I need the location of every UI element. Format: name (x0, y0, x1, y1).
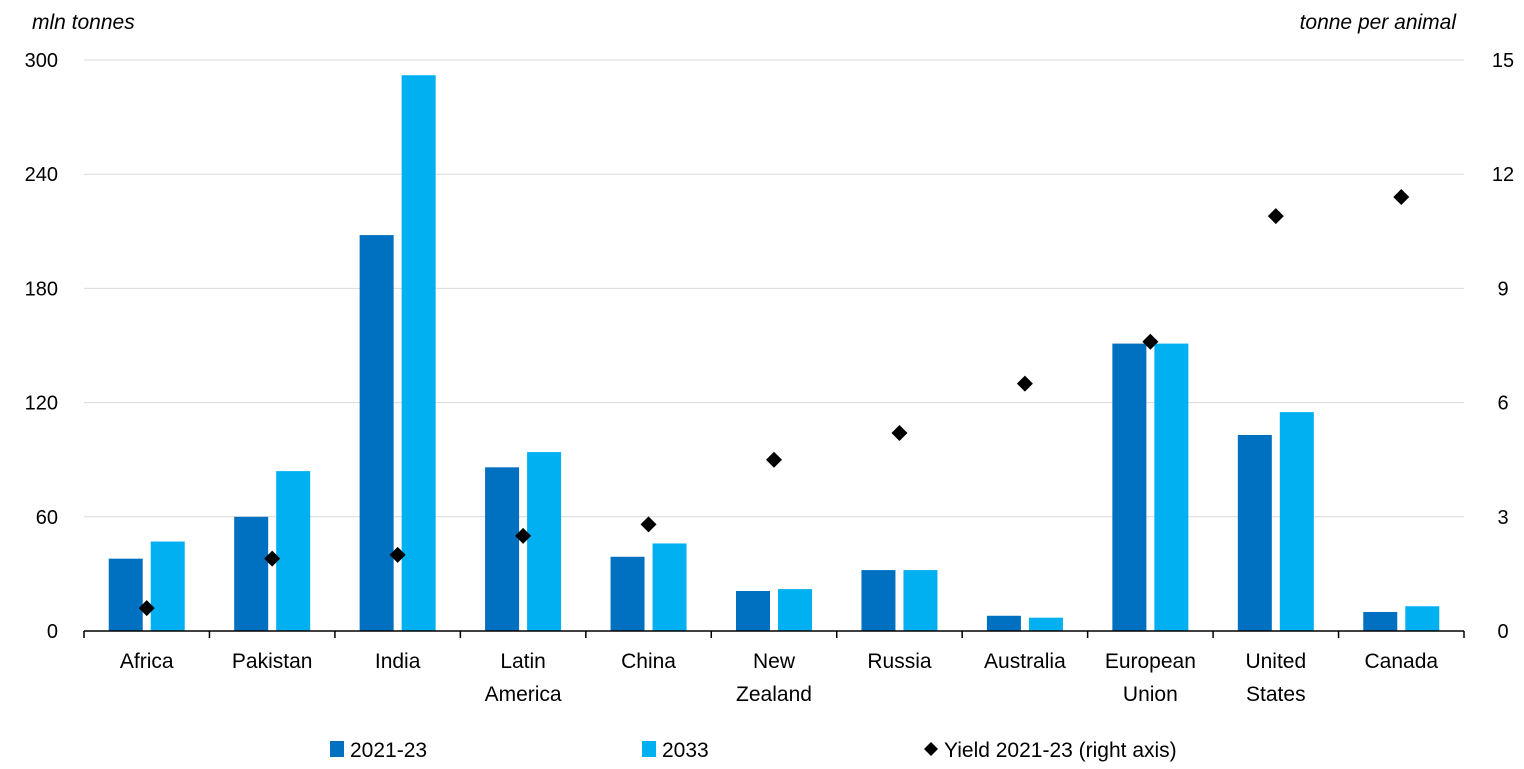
category-label: India (375, 650, 421, 673)
y-left-tick-label: 0 (47, 621, 58, 643)
labels: 0 60 120 180 240 300 0 3 6 9 12 15 mln tonnes tonne p… (25, 11, 1515, 706)
yield-marker-1 (264, 550, 281, 567)
legend-label-2: Yield 2021-23 (right axis) (944, 739, 1177, 762)
category-label: European (1105, 650, 1196, 673)
category-label: China (621, 650, 676, 673)
bar-2021-23-2 (359, 235, 394, 631)
category-label: Zealand (736, 683, 812, 706)
bars (108, 75, 1440, 631)
bar-2021-23-3 (485, 467, 520, 631)
bar-2021-23-10 (1363, 611, 1398, 631)
bar-2033-6 (903, 570, 938, 631)
y-right-tick-label: 9 (1497, 278, 1508, 300)
bar-2021-23-8 (1112, 343, 1147, 631)
bar-2033-4 (652, 543, 687, 631)
yield-marker-5 (766, 451, 782, 468)
bar-2033-8 (1154, 343, 1189, 631)
category-label: Union (1123, 683, 1178, 706)
y-left-tick-label: 120 (25, 393, 58, 415)
legend-label-0: 2021-23 (350, 739, 427, 762)
bar-2033-2 (401, 75, 436, 631)
category-label: Latin (500, 650, 546, 673)
gridlines (84, 59, 1464, 518)
y-left-tick-label: 240 (25, 164, 58, 186)
y-right-tick-label: 12 (1492, 164, 1514, 186)
y-left-tick-label: 60 (36, 507, 58, 529)
category-label: Pakistan (232, 650, 313, 673)
yield-markers (138, 189, 1410, 617)
yield-marker-3 (515, 527, 532, 544)
legend-swatch-0 (330, 741, 344, 757)
yield-marker-2 (389, 546, 406, 563)
legend-swatch-2 (924, 742, 938, 756)
y-right-axis-title: tonne per animal (1300, 11, 1458, 34)
bar-2033-10 (1405, 606, 1440, 631)
yield-marker-4 (640, 516, 657, 533)
bar-2021-23-5 (736, 591, 770, 631)
bar-2021-23-7 (986, 615, 1021, 631)
legend-swatch-1 (642, 741, 656, 757)
category-label: United (1245, 650, 1306, 673)
y-left-tick-label: 300 (25, 50, 58, 72)
bar-2033-7 (1028, 617, 1063, 631)
bar-2033-3 (527, 452, 562, 631)
y-right-tick-label: 6 (1497, 393, 1508, 415)
category-label: Africa (120, 650, 174, 673)
yield-marker-7 (1016, 375, 1033, 392)
y-right-tick-label: 3 (1497, 507, 1508, 529)
y-left-tick-label: 180 (25, 278, 58, 300)
y-right-tick-label: 15 (1492, 50, 1514, 72)
yield-marker-6 (891, 425, 908, 442)
yield-marker-8 (1142, 333, 1159, 350)
yield-marker-10 (1393, 189, 1410, 206)
y-left-axis-title: mln tonnes (32, 11, 135, 34)
bar-2021-23-4 (610, 556, 645, 631)
category-label: Canada (1364, 650, 1438, 673)
bar-2021-23-6 (861, 570, 896, 631)
y-right-tick-label: 0 (1497, 621, 1508, 643)
legend-label-1: 2033 (662, 739, 709, 762)
legend: 2021-23 2033 Yield 2021-23 (right axis) (330, 739, 1177, 762)
category-label: Russia (867, 650, 932, 673)
category-label: New (753, 650, 796, 673)
bar-2021-23-1 (234, 516, 269, 631)
bar-2033-9 (1279, 412, 1314, 631)
axes (83, 630, 1465, 638)
bar-2033-1 (276, 471, 311, 631)
bar-2033-5 (778, 589, 812, 631)
bar-2021-23-9 (1237, 434, 1272, 631)
category-label: America (485, 683, 562, 706)
yield-marker-0 (138, 600, 155, 617)
legend-item-2: Yield 2021-23 (right axis) (924, 739, 1177, 762)
category-label: Australia (984, 650, 1066, 673)
bar-2021-23-0 (108, 558, 143, 631)
legend-item-0: 2021-23 (330, 739, 427, 762)
yield-marker-9 (1267, 208, 1284, 225)
category-label: States (1246, 683, 1306, 706)
legend-item-1: 2033 (642, 739, 709, 762)
bar-2033-0 (150, 541, 185, 631)
